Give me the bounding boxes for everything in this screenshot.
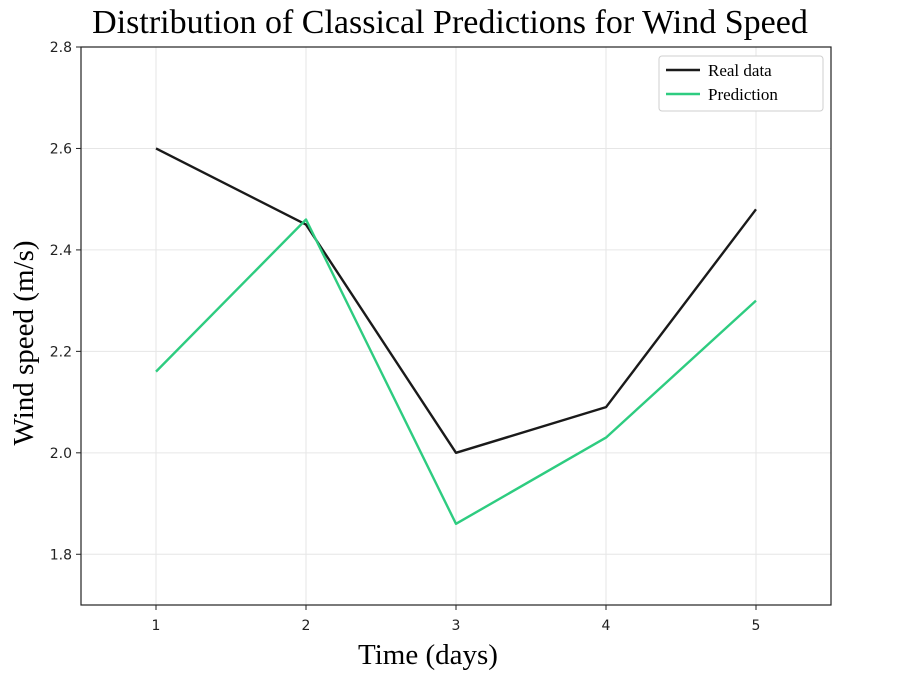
y-tick-label: 2.2 — [50, 344, 72, 360]
x-tick-label: 2 — [302, 618, 311, 634]
legend-label-real-data: Real data — [708, 61, 772, 80]
chart-title: Distribution of Classical Predictions fo… — [92, 4, 808, 41]
x-axis-ticks: 1 2 3 4 5 — [152, 605, 761, 634]
series-lines — [155, 147, 757, 526]
x-tick-label: 4 — [602, 618, 611, 634]
legend: Real data Prediction — [658, 55, 824, 112]
y-tick-label: 2.0 — [50, 446, 72, 462]
x-tick-label: 3 — [452, 618, 461, 634]
x-tick-label: 5 — [752, 618, 761, 634]
y-axis-label: Wind speed (m/s) — [8, 240, 40, 445]
y-tick-label: 2.4 — [50, 243, 72, 259]
y-tick-label: 2.8 — [50, 40, 72, 56]
y-axis-ticks: 1.8 2.0 2.2 2.4 2.6 2.8 — [50, 40, 81, 563]
y-tick-label: 2.6 — [50, 141, 72, 157]
y-tick-label: 1.8 — [50, 547, 72, 563]
x-axis-label: Time (days) — [358, 639, 498, 671]
legend-label-prediction: Prediction — [708, 85, 778, 104]
x-tick-label: 1 — [152, 618, 161, 634]
